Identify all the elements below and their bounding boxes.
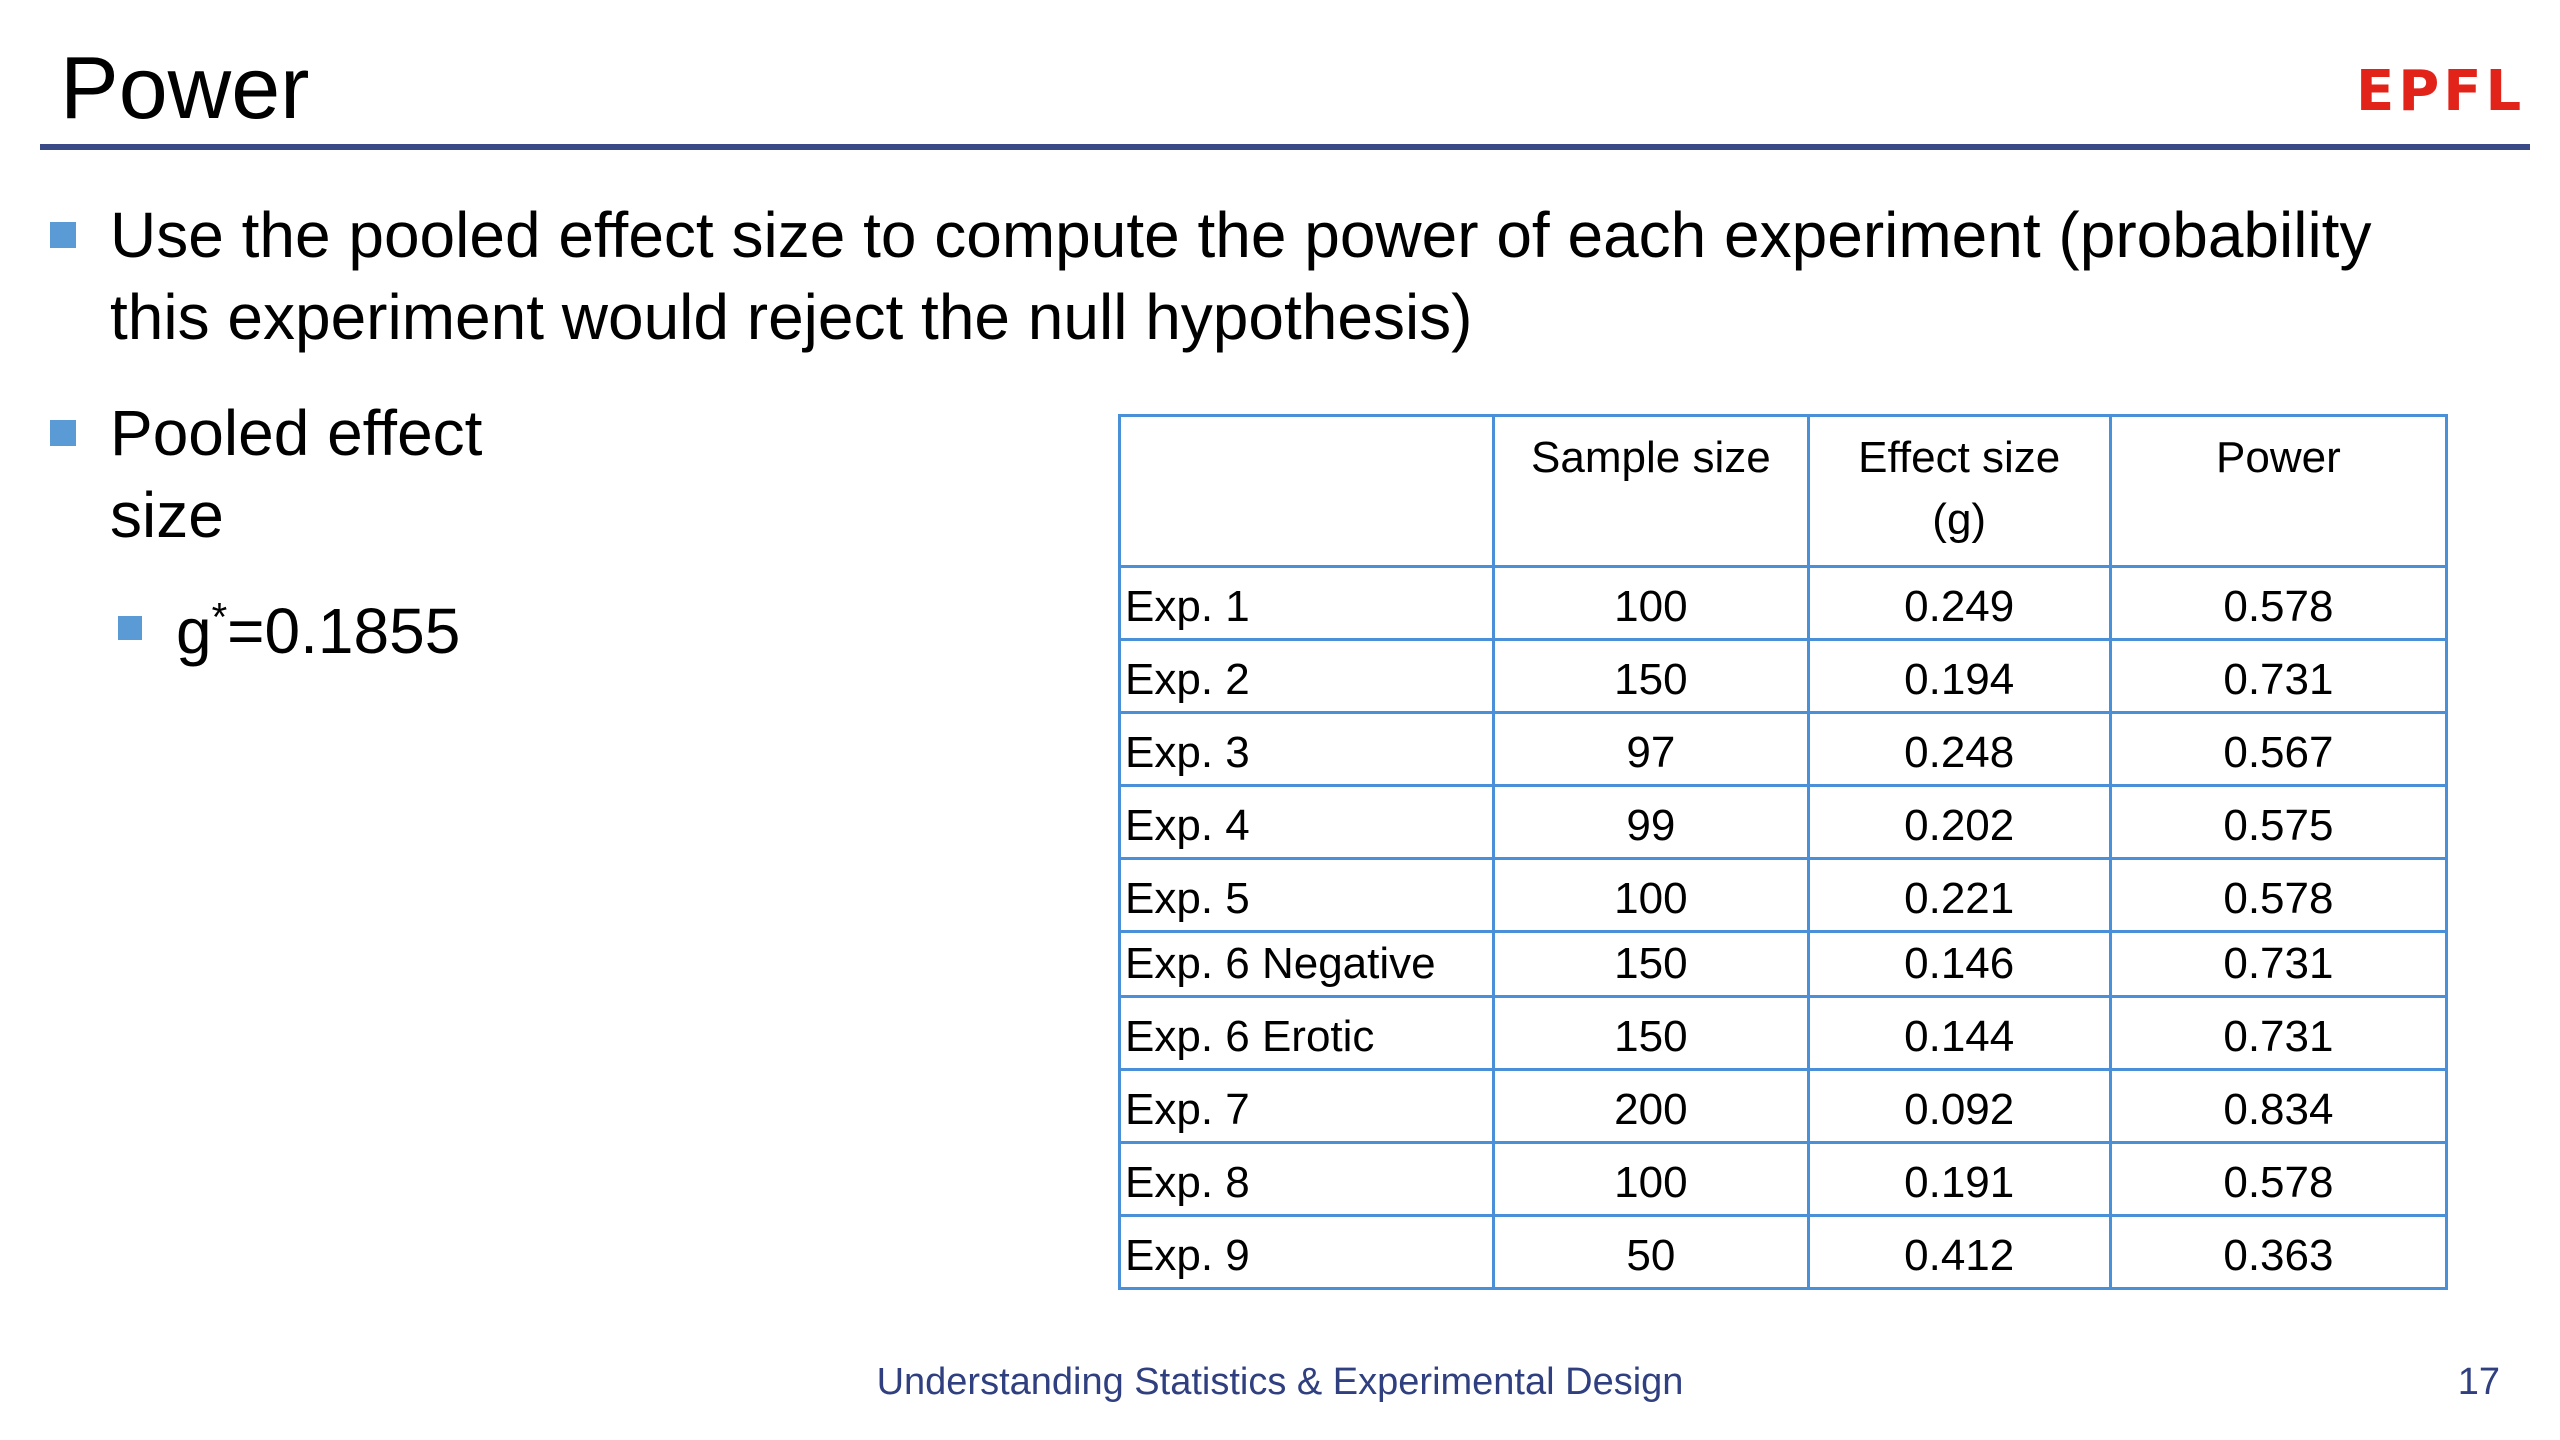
bullet-text-line: size: [110, 479, 224, 551]
table-row: Exp. 1 100 0.249 0.578: [1117, 565, 2449, 641]
table-row: Exp. 4 99 0.202 0.575: [1117, 784, 2449, 860]
table-cell: 0.144: [1806, 995, 2112, 1071]
header-cell: Sample size: [1492, 414, 1810, 568]
table-cell: 0.578: [2108, 565, 2449, 641]
table-row: Exp. 2 150 0.194 0.731: [1117, 638, 2449, 714]
table-cell: 97: [1492, 711, 1810, 787]
table-cell: 0.731: [2108, 995, 2449, 1071]
table-header-row: Sample size Effect size (g) Power: [1117, 414, 2449, 568]
table-cell: 0.092: [1806, 1068, 2112, 1144]
page-number: 17: [2457, 1361, 2500, 1403]
bullet-square-icon: [50, 222, 76, 248]
table-cell: 100: [1492, 565, 1810, 641]
table-row: Exp. 7 200 0.092 0.834: [1117, 1068, 2449, 1144]
title-divider: [40, 144, 2530, 150]
table-cell: 0.578: [2108, 857, 2449, 933]
row-label-cell: Exp. 7: [1117, 1068, 1496, 1144]
table-cell: 99: [1492, 784, 1810, 860]
row-label-cell: Exp. 8: [1117, 1141, 1496, 1217]
table-cell: 0.834: [2108, 1068, 2449, 1144]
row-label-cell: Exp. 1: [1117, 565, 1496, 641]
table-row: Exp. 9 50 0.412 0.363: [1117, 1214, 2449, 1290]
row-label-cell: Exp. 9: [1117, 1214, 1496, 1290]
table-cell: 0.248: [1806, 711, 2112, 787]
epfl-logo: EPFL: [2356, 59, 2526, 124]
table-cell: 0.221: [1806, 857, 2112, 933]
g-symbol: g: [176, 595, 212, 667]
pooled-g-value: g*=0.1855: [176, 590, 460, 672]
table-row: Exp. 8 100 0.191 0.578: [1117, 1141, 2449, 1217]
bullet-text-line: Use the pooled effect size to compute th…: [110, 199, 2372, 271]
table-cell: 200: [1492, 1068, 1810, 1144]
row-label-cell: Exp. 5: [1117, 857, 1496, 933]
table-cell: 0.202: [1806, 784, 2112, 860]
table-cell: 150: [1492, 930, 1810, 998]
header-cell: Power: [2108, 414, 2449, 568]
slide-title: Power: [60, 38, 310, 137]
table-cell: 0.146: [1806, 930, 2112, 998]
table-cell: 0.567: [2108, 711, 2449, 787]
table-cell: 0.575: [2108, 784, 2449, 860]
table-cell: 0.731: [2108, 638, 2449, 714]
table-cell: 100: [1492, 1141, 1810, 1217]
sub-bullet-square-icon: [118, 616, 142, 640]
row-label-cell: Exp. 3: [1117, 711, 1496, 787]
table-cell: 150: [1492, 995, 1810, 1071]
table-cell: 0.363: [2108, 1214, 2449, 1290]
table-row: Exp. 6 Negative 150 0.146 0.731: [1117, 930, 2449, 998]
table-row: Exp. 3 97 0.248 0.567: [1117, 711, 2449, 787]
footer-course-title: Understanding Statistics & Experimental …: [876, 1361, 1684, 1403]
bullet-square-icon: [50, 420, 76, 446]
table-row: Exp. 6 Erotic 150 0.144 0.731: [1117, 995, 2449, 1071]
g-superscript: *: [211, 595, 228, 640]
row-label-cell: Exp. 2: [1117, 638, 1496, 714]
row-label-cell: Exp. 6 Negative: [1117, 930, 1496, 998]
table-cell: 50: [1492, 1214, 1810, 1290]
row-label-cell: Exp. 6 Erotic: [1117, 995, 1496, 1071]
table-cell: 150: [1492, 638, 1810, 714]
table-cell: 0.191: [1806, 1141, 2112, 1217]
g-value: =0.1855: [227, 595, 461, 667]
table-row: Exp. 5 100 0.221 0.578: [1117, 857, 2449, 933]
table-cell: 0.249: [1806, 565, 2112, 641]
table-cell: 0.731: [2108, 930, 2449, 998]
bullet-text-line: this experiment would reject the null hy…: [110, 281, 1473, 353]
table-cell: 0.194: [1806, 638, 2112, 714]
row-label-cell: Exp. 4: [1117, 784, 1496, 860]
header-cell: [1117, 414, 1496, 568]
table-cell: 100: [1492, 857, 1810, 933]
power-table: Sample size Effect size (g) Power Exp. 1…: [1117, 414, 2449, 1290]
table-cell: 0.412: [1806, 1214, 2112, 1290]
table-cell: 0.578: [2108, 1141, 2449, 1217]
header-cell: Effect size (g): [1806, 414, 2112, 568]
bullet-text-line: Pooled effect: [110, 397, 483, 469]
